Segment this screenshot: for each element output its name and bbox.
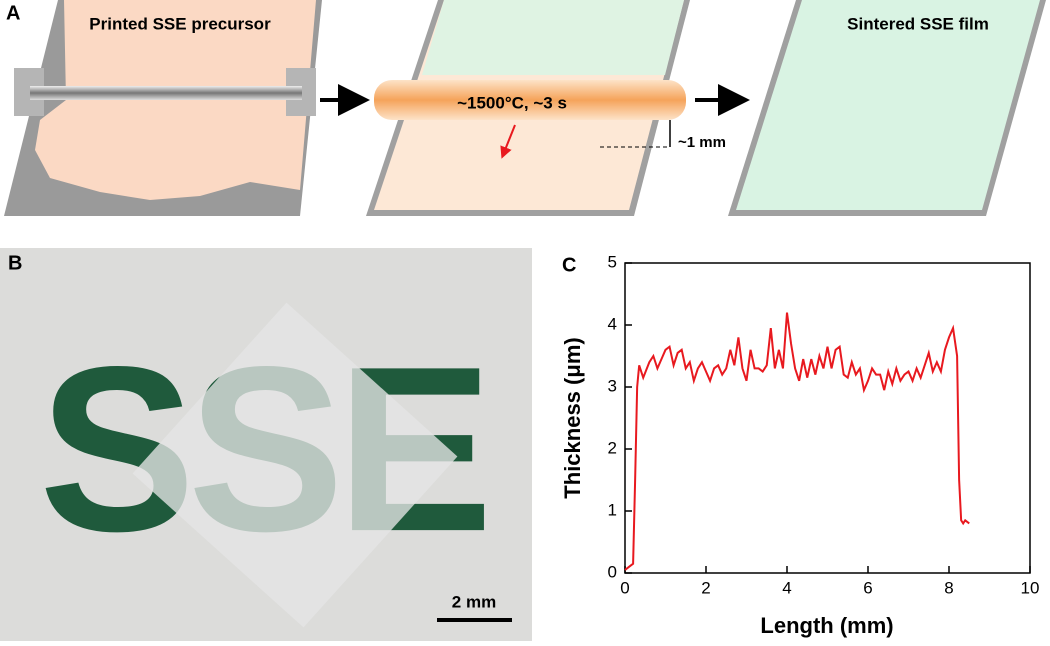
y-tick-label: 3	[608, 376, 617, 395]
x-tick-label: 10	[1021, 578, 1040, 597]
caption: Printed SSE precursor	[89, 14, 271, 33]
caption: ~1 mm	[678, 134, 726, 151]
x-tick-label: 0	[620, 578, 629, 597]
panel-label: A	[6, 2, 20, 24]
panel-a: A Printed SSE precursor ~1500°C, ~3 s ~1…	[4, 0, 1046, 216]
y-tick-label: 0	[608, 562, 617, 581]
sintered-film	[736, 0, 1040, 210]
caption: ~1500°C, ~3 s	[457, 93, 567, 112]
sintered-region	[422, 0, 684, 75]
y-tick-label: 1	[608, 500, 617, 519]
heater	[374, 80, 686, 120]
panel-b: SSE B 2 mm	[0, 248, 532, 641]
x-tick-label: 4	[782, 578, 791, 597]
y-tick-label: 2	[608, 438, 617, 457]
data-line	[624, 312, 970, 571]
x-tick-label: 8	[944, 578, 953, 597]
y-axis-label: Thickness (μm)	[560, 337, 585, 498]
x-axis-label: Length (mm)	[760, 613, 893, 638]
x-tick-label: 2	[701, 578, 710, 597]
direction-arrow	[500, 124, 516, 159]
x-tick-label: 6	[863, 578, 872, 597]
panel-c: C Length (mm) Thickness (μm) 0 2 4 6 8 10 0 1 2 3…	[560, 252, 1040, 637]
panel-label: B	[8, 252, 22, 274]
caption: Sintered SSE film	[847, 14, 989, 33]
y-tick-label: 4	[608, 314, 617, 333]
panel-label: C	[562, 254, 576, 276]
sse-film	[132, 302, 458, 628]
roller	[30, 86, 302, 100]
y-tick-label: 5	[608, 252, 617, 271]
plot-frame	[624, 262, 1031, 574]
scale-label: 2 mm	[452, 592, 496, 611]
